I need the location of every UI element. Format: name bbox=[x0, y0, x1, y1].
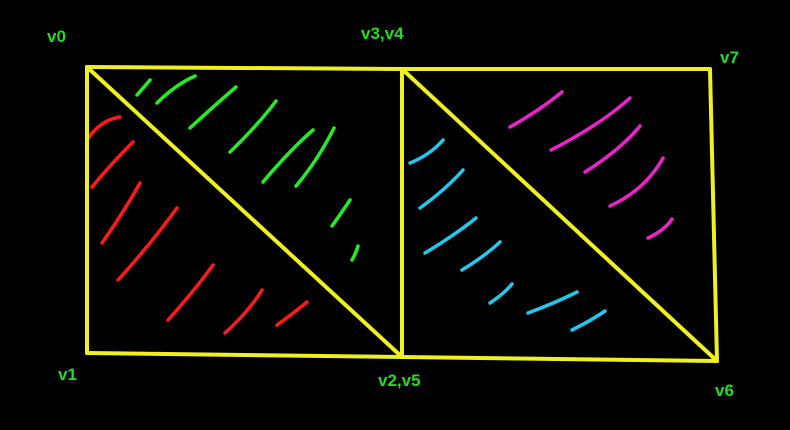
vertex-label-v2-v5: v2,v5 bbox=[378, 371, 421, 390]
hatch-red-triangle-v0-v1-v2 bbox=[85, 115, 309, 335]
edge-v0-v3 bbox=[85, 65, 404, 71]
hatch-green-triangle-v0-v2-v3 bbox=[135, 74, 360, 262]
edge-v4-v6-diagonal bbox=[400, 67, 719, 363]
vertex-label-v3-v4: v3,v4 bbox=[361, 24, 404, 43]
vertex-label-v1: v1 bbox=[58, 365, 77, 384]
vertex-label-v6: v6 bbox=[715, 381, 734, 400]
hatch-magenta-triangle-v4-v6-v7 bbox=[508, 90, 674, 240]
edge-v7-v6 bbox=[708, 67, 719, 363]
edge-v0-v2-diagonal bbox=[85, 65, 404, 359]
mesh-edges bbox=[85, 65, 719, 363]
vertex-label-v0: v0 bbox=[47, 27, 66, 46]
edge-v1-v2 bbox=[85, 351, 404, 359]
edge-v5-v6 bbox=[400, 355, 719, 363]
vertex-label-v7: v7 bbox=[720, 48, 739, 67]
hatch-cyan-triangle-v4-v5-v6 bbox=[408, 138, 607, 332]
